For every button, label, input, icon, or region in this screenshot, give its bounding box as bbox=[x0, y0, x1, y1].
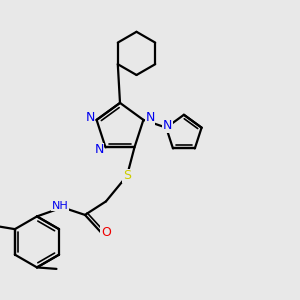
Text: S: S bbox=[123, 169, 131, 182]
Text: N: N bbox=[145, 111, 155, 124]
Text: N: N bbox=[94, 143, 104, 156]
Text: N: N bbox=[163, 119, 172, 132]
Text: N: N bbox=[85, 111, 95, 124]
Text: O: O bbox=[101, 226, 111, 238]
Text: NH: NH bbox=[52, 201, 68, 211]
